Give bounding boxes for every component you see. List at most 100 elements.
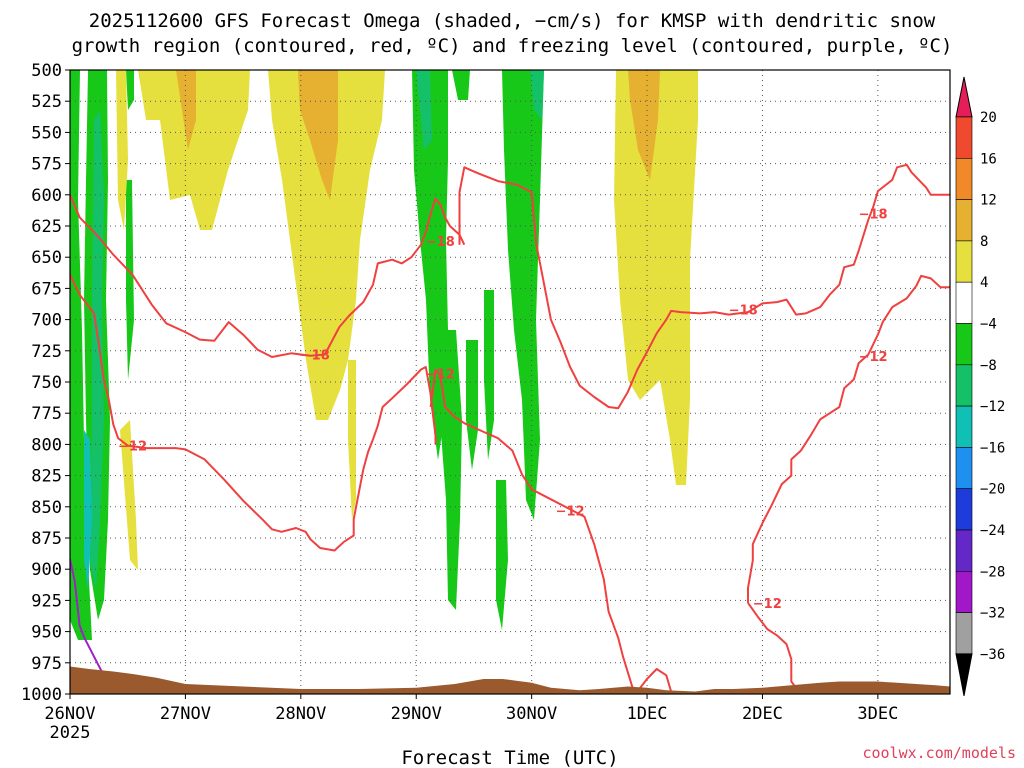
omega-shade-orange [176,70,196,150]
y-tick-label: 850 [31,498,62,518]
freezing-level-contour [70,558,105,676]
colorbar-swatch [955,364,973,407]
omega-shade-green [484,290,494,460]
omega-shade-green [452,70,470,100]
contour-dgz_minus12_d [747,602,797,689]
omega-shade-orange [298,70,338,200]
colorbar-swatch [955,158,973,200]
contour-dgz_minus18_b [458,163,950,410]
colorbar-swatch [955,488,973,531]
omega-shade-teal [416,70,432,150]
y-tick-label: 950 [31,623,62,643]
colorbar-swatch [955,612,973,655]
colorbar-swatch [955,199,973,242]
contour-label: −18 [729,304,758,319]
ground-terrain [70,666,950,694]
y-tick-label: 900 [31,560,62,580]
omega-shade-orange [628,70,660,180]
x-tick-label: 27NOV [160,704,211,724]
y-tick-label: 825 [31,467,62,487]
contour-label: −12 [118,440,147,455]
colorbar: 20 16 12 8 4 −4 −8 −12 −16 −20 −24 −28 −32 −36 [955,76,1005,696]
colorbar-swatch [955,570,973,613]
x-tick-label: 1DEC [627,704,668,724]
omega-shade-yellow [120,420,138,570]
y-tick-label: 650 [31,248,62,268]
colorbar-label: −24 [980,523,1005,539]
omega-shade-yellow [614,70,698,485]
credit-text: coolwx.com/models [862,744,1016,762]
colorbar-label: −28 [980,564,1005,580]
omega-shade-green [126,180,134,380]
colorbar-swatch [955,281,973,324]
omega-shade-teal [530,70,544,120]
y-tick-label: 575 [31,155,62,175]
colorbar-bottom-arrow [955,653,973,696]
y-tick-label: 750 [31,373,62,393]
x-tick-label: 26NOV [44,704,95,724]
omega-shading [70,70,698,640]
colorbar-label: −36 [980,647,1005,663]
colorbar-swatch [955,116,973,159]
colorbar-swatch [955,447,973,489]
y-axis: 500 525 550 575 600 625 650 675 700 725 750 775 800 8… [21,61,70,705]
colorbar-swatch [955,529,973,572]
y-tick-label: 800 [31,435,62,455]
y-tick-label: 525 [31,92,62,112]
x-tick-label: 30NOV [506,704,557,724]
y-tick-label: 625 [31,217,62,237]
contour-label: −18 [301,349,330,364]
colorbar-label: −32 [980,606,1005,622]
dgz-contours [70,163,950,693]
contour-labels: −18 −18 −18 −18 −12 −12 −12 −12 −12 [118,208,888,612]
colorbar-label: −4 [980,317,997,333]
colorbar-label: 4 [980,275,988,291]
y-tick-label: 1000 [21,685,62,705]
colorbar-label: −8 [980,358,997,374]
colorbar-top-arrow [955,76,973,118]
colorbar-label: 16 [980,151,997,167]
chart-title-line1: 2025112600 GFS Forecast Omega (shaded, −… [89,10,936,32]
y-tick-label: 550 [31,123,62,143]
grid [70,70,950,694]
x-tick-label: 2DEC [742,704,783,724]
contour-label: −12 [753,597,782,612]
y-tick-label: 725 [31,342,62,362]
y-tick-label: 500 [31,61,62,81]
colorbar-label: −16 [980,440,1005,456]
y-tick-label: 600 [31,186,62,206]
omega-shade-cyan [84,430,92,590]
omega-shade-teal [90,110,104,590]
omega-shade-green [412,70,448,460]
omega-shade-green [502,70,544,520]
y-tick-label: 925 [31,591,62,611]
omega-shade-yellow [116,70,128,230]
y-tick-label: 775 [31,404,62,424]
omega-shade-green [466,340,478,470]
x-tick-year: 2025 [50,723,91,743]
omega-shade-yellow [268,70,385,420]
y-tick-label: 875 [31,529,62,549]
contour-label: −12 [556,505,585,520]
contour-dgz_minus12_a [70,274,437,552]
colorbar-swatch [955,323,973,366]
colorbar-label: 20 [980,110,997,126]
colorbar-swatch [955,405,973,448]
contour-label: −18 [426,235,455,250]
x-tick-label: 28NOV [275,704,326,724]
y-tick-label: 675 [31,279,62,299]
contour-dgz_minus18_a [70,194,466,358]
omega-shade-green [126,70,134,110]
x-axis-label: Forecast Time (UTC) [401,747,618,768]
omega-shade-green [496,480,508,630]
omega-shade-green [70,70,92,640]
ground-fill [70,666,950,694]
y-tick-label: 700 [31,311,62,331]
colorbar-label: −20 [980,482,1005,498]
contour-label: −12 [859,350,888,365]
omega-shade-green [440,330,462,610]
omega-shade-yellow [138,70,250,230]
contour-dgz_minus12_c [747,274,950,603]
